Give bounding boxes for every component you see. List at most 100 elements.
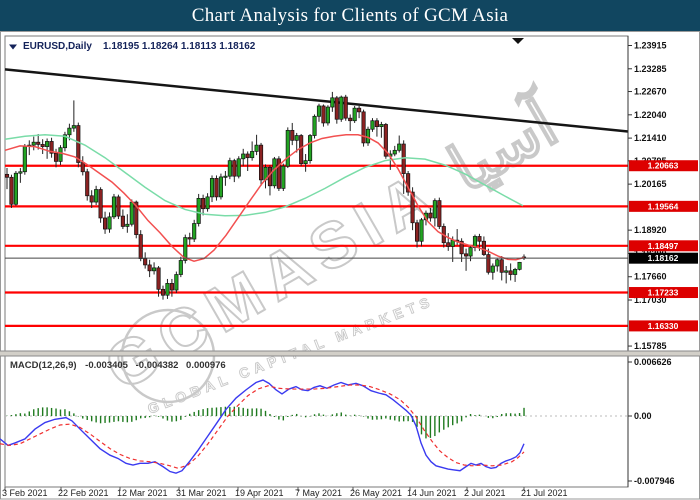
candle-body (49, 141, 54, 154)
time-tick-label: 21 Jul 2021 (521, 488, 568, 498)
macd-signal-value: -0.004382 (136, 360, 179, 371)
candle-body (53, 152, 59, 162)
candle-body (250, 151, 255, 159)
candle-body (4, 173, 10, 178)
candle-body (174, 274, 179, 291)
time-tick-label: 12 Mar 2021 (117, 488, 168, 498)
candle-body (107, 216, 112, 230)
price-tag-box (629, 160, 698, 172)
fast-moving-average-line (4, 134, 525, 262)
macd-signal-line (0, 384, 525, 469)
candle-body (379, 124, 384, 127)
price-tag-box (629, 252, 698, 264)
candle-body (134, 201, 139, 235)
candle-body (294, 135, 299, 141)
candle-body (209, 178, 215, 198)
candle-body (459, 240, 464, 255)
candle-body (316, 105, 322, 117)
price-tick-label: 1.23285 (634, 64, 667, 74)
candle-body (80, 162, 85, 173)
candle-body (245, 153, 250, 159)
candle-body (138, 234, 143, 259)
candle-body (490, 265, 495, 273)
macd-axis-label: 0.006626 (634, 357, 672, 367)
candle-body (125, 223, 130, 227)
page-title: Chart Analysis for Clients of GCM Asia (191, 4, 509, 26)
price-tag: 1.19564 (629, 200, 698, 212)
price-tick-label: 1.22040 (634, 110, 667, 120)
time-tick-label: 26 May 2021 (350, 488, 402, 498)
time-tick-label: 14 Jun 2021 (407, 488, 457, 498)
candle-body (374, 120, 379, 127)
candle-body (187, 237, 192, 240)
candle-body (214, 178, 219, 198)
candle-body (357, 107, 362, 113)
price-tag-value: 1.18497 (648, 241, 679, 251)
macd-panel-background (4, 355, 629, 488)
price-tag: 1.20663 (629, 160, 698, 172)
candle-body (129, 201, 134, 225)
price-tag-value: 1.17233 (648, 288, 679, 298)
candle-body (196, 198, 201, 224)
price-tag-box (629, 200, 698, 212)
macd-indicator-label: MACD(12,26,9) -0.003405 -0.004382 0.0009… (10, 360, 226, 371)
candle-body (89, 195, 94, 203)
candle-body (183, 237, 188, 261)
candle-body (361, 111, 366, 144)
candle-body (152, 267, 157, 272)
candle-body (348, 117, 353, 122)
macd-axis-label: -0.007946 (634, 476, 675, 486)
candle-body (472, 236, 478, 248)
time-tick-label: 3 Feb 2021 (2, 488, 48, 498)
candle-body (517, 261, 522, 270)
candle-body (432, 200, 437, 219)
candle-body (156, 267, 161, 290)
candle-body (22, 146, 27, 173)
macd-axis-label: 0.00 (634, 411, 652, 421)
candle-body (308, 135, 313, 162)
candle-body (9, 176, 14, 205)
time-tick-label: 22 Feb 2021 (58, 488, 109, 498)
panel-splitter (0, 351, 700, 356)
candle-body (116, 196, 121, 217)
slow-moving-average-line (4, 134, 524, 217)
candle-body (410, 191, 415, 224)
price-tick-label: 1.15785 (634, 341, 667, 351)
candle-body (205, 196, 210, 210)
candle-body (76, 125, 81, 163)
candle-body (40, 144, 45, 147)
candle-body (111, 196, 117, 218)
candle-body (281, 165, 286, 189)
candle-body (223, 175, 228, 178)
candle-body (477, 236, 482, 242)
candle-body (36, 141, 41, 145)
candle-body (218, 176, 223, 198)
candle-body (31, 141, 36, 146)
candle-body (339, 96, 344, 120)
time-tick-label: 7 May 2021 (295, 488, 342, 498)
candle-body (504, 270, 509, 273)
candle-body (499, 259, 504, 273)
candle-body (165, 283, 170, 296)
time-tick-label: 31 Mar 2021 (176, 488, 227, 498)
symbol-label: EURUSD,Daily (23, 41, 92, 52)
candle-body (143, 258, 148, 266)
candle-body (464, 253, 469, 257)
candle-body (160, 288, 166, 296)
symbol-dropdown-icon[interactable] (9, 44, 17, 50)
candle-body (419, 219, 424, 242)
price-tag: 1.18162 (629, 252, 698, 264)
candle-body (45, 141, 50, 147)
candle-body (303, 160, 308, 164)
candle-body (254, 144, 259, 152)
price-tag-value: 1.18162 (648, 253, 679, 263)
price-tag: 1.16330 (629, 320, 698, 332)
candle-body (71, 125, 76, 129)
price-tag: 1.18497 (629, 240, 698, 252)
descending-trendline (4, 68, 629, 133)
candle-body (365, 128, 371, 144)
candle-body (414, 222, 420, 242)
trading-chart: GCMASIA آسيا GLOBAL CAPITAL MARKETS 1.23… (0, 31, 700, 500)
candle-body (227, 160, 232, 177)
candle-body (67, 127, 72, 136)
